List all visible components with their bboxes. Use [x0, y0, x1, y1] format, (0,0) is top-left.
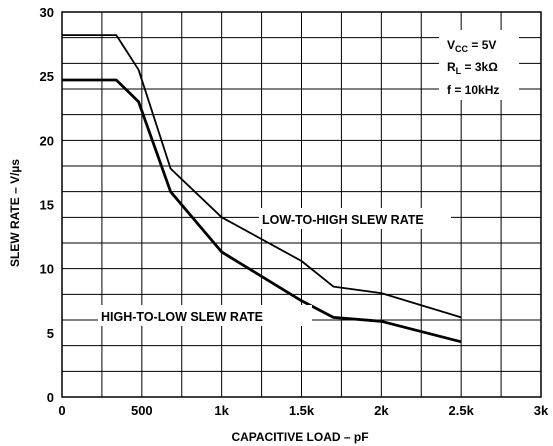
- x-tick-label: 2.5k: [449, 403, 475, 418]
- series-lines: [62, 34, 462, 344]
- rl-label: R: [447, 60, 456, 74]
- x-tick-label: 1.5k: [289, 403, 315, 418]
- y-tick-label: 10: [40, 262, 54, 277]
- rl-sub: L: [456, 66, 462, 76]
- y-tick-label: 30: [40, 5, 54, 20]
- x-tick-label: 2k: [374, 403, 389, 418]
- y-tick-label: 0: [47, 390, 54, 405]
- vcc-label: V: [447, 38, 455, 52]
- freq-condition: f = 10kHz: [447, 83, 499, 97]
- y-tick-labels: 0 5 10 15 20 25 30: [40, 5, 54, 405]
- x-tick-label: 500: [131, 403, 153, 418]
- x-tick-label: 3k: [534, 403, 549, 418]
- vcc-value: = 5V: [468, 38, 496, 52]
- x-tick-label: 0: [58, 403, 65, 418]
- y-axis-title: SLEW RATE – V/µs: [8, 159, 22, 267]
- rl-value: = 3kΩ: [461, 60, 498, 74]
- x-tick-labels: 0 500 1k 1.5k 2k 2.5k 3k: [58, 403, 549, 418]
- y-tick-label: 15: [40, 198, 54, 213]
- x-axis-title: CAPACITIVE LOAD – pF: [231, 430, 368, 444]
- plot-frame: [61, 11, 542, 398]
- low-to-high-label: LOW-TO-HIGH SLEW RATE: [262, 213, 424, 227]
- conditions-box: [439, 30, 519, 100]
- x-tick-label: 1k: [214, 403, 229, 418]
- low-to-high-series-line: [62, 34, 462, 319]
- high-to-low-label: HIGH-TO-LOW SLEW RATE: [101, 310, 263, 324]
- low-to-high-label-bg: [259, 208, 451, 229]
- y-tick-label: 20: [40, 133, 54, 148]
- y-tick-label: 5: [47, 326, 54, 341]
- rl-condition: RL = 3kΩ: [447, 60, 498, 76]
- high-to-low-label-bg: [98, 305, 312, 326]
- high-to-low-series-line: [62, 78, 462, 344]
- y-tick-label: 25: [40, 69, 54, 84]
- vcc-sub: CC: [455, 44, 468, 54]
- vcc-condition: VCC = 5V: [447, 38, 496, 54]
